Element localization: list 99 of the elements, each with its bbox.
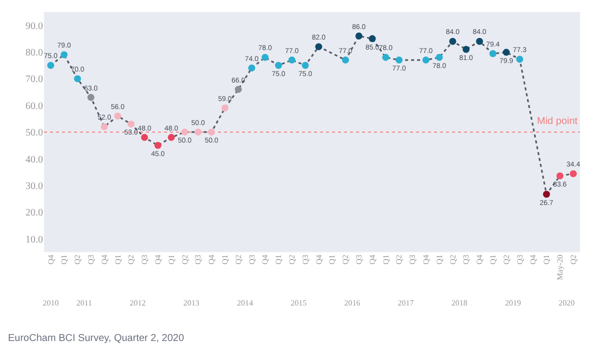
point	[221, 104, 228, 112]
x-tick-label: Q1	[328, 254, 337, 265]
x-tick-label: Q1	[488, 254, 498, 265]
point	[342, 56, 349, 64]
x-tick-label: Q4	[368, 254, 377, 265]
y-tick-label: 60.0	[26, 100, 43, 112]
x-tick-label: Q4	[100, 254, 109, 265]
x-tick-label: Q2	[73, 254, 82, 265]
y-tick-label: 10.0	[26, 234, 43, 246]
x-tick-label: May-20	[556, 254, 564, 280]
x-tick-label: Q3	[408, 254, 418, 265]
point	[516, 56, 524, 63]
x-tick-label: Q4	[475, 254, 484, 265]
x-tick-label: Q3	[354, 254, 364, 265]
x-tick-label: Q3	[194, 254, 203, 265]
point	[114, 112, 122, 120]
point	[47, 62, 54, 69]
point	[248, 64, 256, 72]
x-tick-label: Q2	[448, 254, 458, 265]
y-tick-label: 70.0	[26, 74, 43, 86]
point	[234, 86, 242, 93]
text: EuroCham BCI Survey, Quarter 2, 2020	[8, 333, 184, 344]
point	[154, 142, 162, 149]
x-tick-label: Q4	[422, 254, 430, 265]
point	[449, 38, 456, 45]
x-tick-label: Q1	[434, 254, 444, 265]
x-tick-label: Q1	[220, 254, 230, 265]
point	[396, 56, 403, 64]
x-tick-label: Q2	[126, 254, 136, 265]
point	[315, 43, 322, 50]
y-tick-label: 50.0	[26, 128, 43, 139]
x2-tick-label: 2011	[76, 298, 92, 308]
x-tick-label: Q3	[515, 254, 524, 265]
x-tick-label: Q2	[180, 254, 190, 265]
x2-tick-label: 2018	[451, 298, 468, 308]
x-tick-label: Q3	[247, 254, 256, 265]
point	[128, 120, 135, 128]
x-tick-label: Q4	[260, 254, 270, 265]
point	[422, 56, 430, 64]
point	[181, 128, 188, 136]
point	[74, 75, 81, 82]
point	[288, 56, 296, 64]
y-tick-label: 20.0	[26, 208, 43, 219]
x-tick-label: Q2	[234, 254, 243, 265]
x-tick-label: Q3	[86, 254, 96, 265]
x-tick-label: Q1	[542, 254, 552, 265]
point	[556, 172, 564, 180]
y-tick-label: 90.0	[26, 20, 43, 32]
x-tick-label: Q4	[207, 254, 216, 265]
x-tick-label: Q3	[300, 254, 310, 265]
point	[502, 48, 510, 56]
point	[382, 54, 390, 61]
point	[141, 134, 148, 141]
point	[462, 46, 470, 53]
x-tick-label: Q3	[462, 254, 471, 265]
x-tick-label: Q2	[568, 254, 578, 265]
x-tick-label: Q2	[288, 254, 296, 265]
x-tick-label: Q3	[140, 254, 150, 265]
x-tick-label: Q1	[113, 254, 122, 265]
ref-line-label: Mid point	[537, 116, 578, 127]
x2-tick-label: 2016	[344, 298, 360, 308]
x-tick-label: Q4	[154, 254, 162, 265]
point	[355, 32, 362, 40]
y-tick-label: 30.0	[26, 180, 43, 192]
x-tick-label: Q4	[528, 254, 538, 265]
point	[275, 62, 282, 69]
x-tick-label: Q4	[314, 254, 324, 265]
point	[302, 62, 309, 69]
point	[208, 128, 215, 136]
x2-tick-label: 2013	[183, 298, 200, 308]
x-tick-label: Q1	[274, 254, 284, 265]
y-tick-label: 40.0	[26, 154, 43, 166]
x-tick-label: Q1	[60, 254, 69, 265]
x2-tick-label: 2012	[130, 298, 146, 308]
x-tick-label: Q2	[394, 254, 404, 265]
x2-tick-label: 2017	[398, 298, 414, 308]
point	[476, 38, 483, 45]
x2-tick-label: 2020	[558, 298, 575, 308]
point	[262, 54, 269, 61]
point	[543, 190, 550, 198]
point	[436, 54, 443, 61]
x-tick-label: Q1	[381, 254, 390, 265]
x2-tick-label: 2014	[237, 298, 253, 308]
y-tick-label: 80.0	[26, 48, 43, 59]
point	[87, 94, 94, 101]
x-tick-label: Q4	[46, 254, 56, 265]
x-tick-label: Q2	[502, 254, 511, 265]
point	[168, 134, 175, 141]
x2-tick-label: 2010	[42, 298, 59, 308]
point	[368, 35, 376, 42]
point	[100, 123, 108, 130]
point	[60, 51, 68, 58]
x2-tick-label: 2015	[290, 298, 307, 308]
point	[570, 170, 577, 178]
point	[194, 128, 202, 136]
x2-tick-label: 2019	[505, 298, 521, 308]
x-tick-label: Q1	[166, 254, 176, 265]
point	[489, 50, 496, 58]
x-tick-label: Q2	[341, 254, 350, 265]
